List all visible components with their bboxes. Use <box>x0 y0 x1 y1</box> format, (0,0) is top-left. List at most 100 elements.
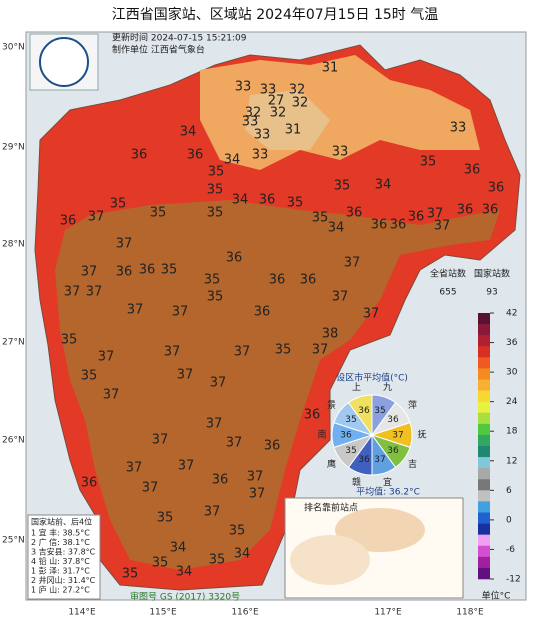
legend-swatch <box>478 490 490 502</box>
pie-value: 35 <box>345 415 356 425</box>
station-temp: 31 <box>285 123 302 138</box>
lon-label: 116°E <box>231 608 259 618</box>
station-temp: 37 <box>126 461 143 476</box>
pie-value: 37 <box>392 431 403 441</box>
station-temp: 35 <box>334 179 351 194</box>
station-temp: 33 <box>260 83 277 98</box>
station-temp: 36 <box>390 218 407 233</box>
station-temp: 35 <box>152 556 169 571</box>
station-temp: 35 <box>209 553 226 568</box>
station-temp: 36 <box>60 214 77 229</box>
legend-swatch <box>478 567 490 580</box>
province-count-label: 全省站数 <box>430 268 466 280</box>
lat-label: 27°N <box>2 338 25 348</box>
ranking-row: 1 庐 山: 27.2°C <box>31 585 90 595</box>
pie-title: 设区市平均值(°C) <box>336 372 408 384</box>
station-temp: 36 <box>131 148 148 163</box>
station-temp: 36 <box>488 181 505 196</box>
legend-swatch <box>478 523 490 535</box>
station-temp: 36 <box>346 206 363 221</box>
ranking-title: 国家站前、后4位 <box>31 517 92 527</box>
pie-value: 36 <box>387 446 399 456</box>
station-temp: 35 <box>61 333 78 348</box>
station-temp: 33 <box>242 115 259 130</box>
ranking-row: 2 广 信: 38.1°C <box>31 537 90 547</box>
station-temp: 37 <box>206 417 223 432</box>
station-temp: 33 <box>252 148 269 163</box>
station-temp: 36 <box>259 193 276 208</box>
station-temp: 36 <box>304 408 321 423</box>
station-temp: 33 <box>332 145 349 160</box>
station-temp: 35 <box>275 343 292 358</box>
station-temp: 37 <box>249 487 266 502</box>
top-box-title: 排名靠前站点 <box>304 502 358 514</box>
station-temp: 32 <box>245 106 262 121</box>
station-temp: 34 <box>234 547 251 562</box>
station-temp: 37 <box>127 303 144 318</box>
station-temp: 37 <box>178 459 195 474</box>
ranking-row: 2 井冈山: 31.4°C <box>31 575 96 585</box>
ranking-row: 3 吉安县: 37.8°C <box>31 547 96 557</box>
legend-tick-label: 18 <box>506 427 518 437</box>
station-temp: 32 <box>289 83 306 98</box>
logo <box>39 37 89 87</box>
pie-value: 35 <box>374 406 385 416</box>
legend-swatch <box>478 501 490 513</box>
station-temp: 34 <box>328 221 345 236</box>
lat-label: 25°N <box>2 536 25 546</box>
station-temp: 37 <box>312 343 329 358</box>
lat-label: 29°N <box>2 143 25 153</box>
pie-city: 宜 <box>383 476 392 488</box>
lon-label: 117°E <box>374 608 402 618</box>
legend-swatch <box>478 457 490 469</box>
pie-city: 赣 <box>352 476 361 488</box>
station-temp: 32 <box>270 106 287 121</box>
station-temp: 34 <box>180 125 197 140</box>
station-temp: 36 <box>212 473 229 488</box>
legend-swatch <box>478 512 490 524</box>
legend-swatch <box>478 556 490 569</box>
national-count: 93 <box>486 288 497 298</box>
station-temp: 36 <box>187 148 204 163</box>
maker: 制作单位 江西省气象台 <box>112 44 205 56</box>
legend-tick-label: 0 <box>506 515 512 525</box>
legend-swatch <box>478 479 490 491</box>
sticker <box>290 535 370 585</box>
station-temp: 35 <box>420 155 437 170</box>
station-temp: 35 <box>122 567 139 582</box>
pie-value: 36 <box>358 455 370 465</box>
station-temp: 36 <box>254 305 271 320</box>
lat-label: 28°N <box>2 240 25 250</box>
legend-swatch <box>478 313 490 325</box>
legend-swatch <box>478 412 490 425</box>
station-temp: 34 <box>170 541 187 556</box>
pie-city: 景 <box>327 400 336 411</box>
pie-city: 萍 <box>408 400 417 411</box>
station-temp: 36 <box>408 210 425 225</box>
update-time: 更新时间 2024-07-15 15:21:09 <box>112 32 247 44</box>
lon-label: 118°E <box>456 608 484 618</box>
title: 江西省国家站、区域站 2024年07月15日 15时 气温 <box>112 6 438 23</box>
legend-swatch <box>478 534 490 547</box>
station-temp: 35 <box>287 196 304 211</box>
station-temp: 33 <box>235 80 252 95</box>
legend-swatch <box>478 390 490 402</box>
station-temp: 35 <box>161 263 178 278</box>
station-temp: 33 <box>254 128 271 143</box>
legend-tick-label: 42 <box>506 309 517 319</box>
pie-city: 鹰 <box>327 458 336 470</box>
station-temp: 34 <box>224 153 241 168</box>
station-temp: 37 <box>226 436 243 451</box>
station-temp: 37 <box>172 305 189 320</box>
ranking-box <box>27 514 101 600</box>
legend-tick-label: 6 <box>506 486 512 496</box>
legend-tick-label: -6 <box>506 545 515 555</box>
station-temp: 36 <box>116 265 133 280</box>
lon-label: 114°E <box>68 608 96 618</box>
legend-swatch <box>478 468 490 480</box>
station-temp: 34 <box>375 178 392 193</box>
station-temp: 35 <box>208 165 225 180</box>
legend-swatch <box>478 545 490 558</box>
legend-tick-label: -12 <box>506 575 521 585</box>
